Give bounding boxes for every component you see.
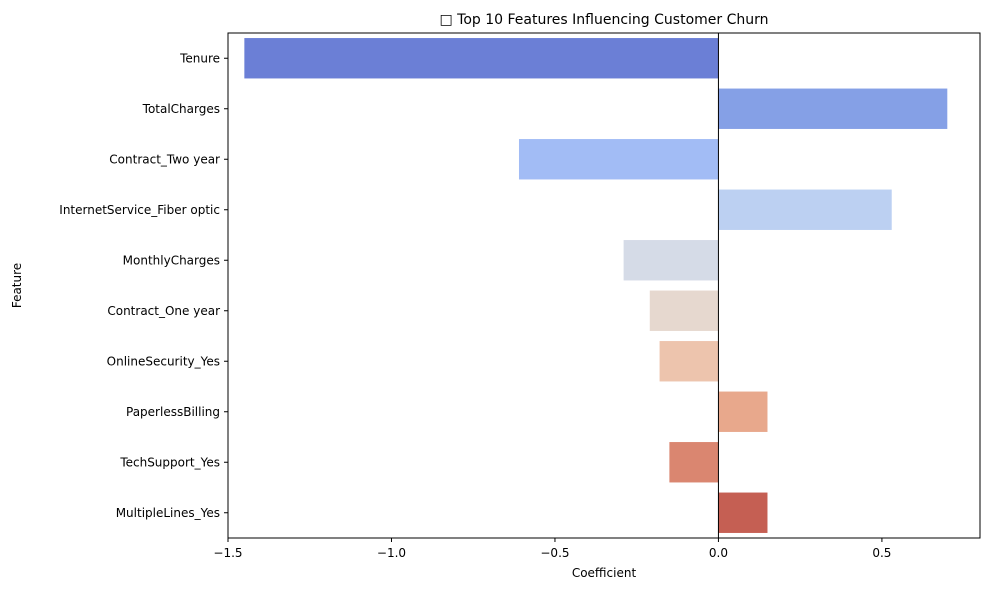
y-tick-label: MultipleLines_Yes <box>116 506 220 520</box>
x-tick-label: 0.0 <box>709 546 728 560</box>
bar-totalcharges <box>718 88 948 129</box>
x-tick-label: 0.5 <box>872 546 891 560</box>
bar-contract-two-year <box>518 139 719 180</box>
bars-layer <box>244 38 948 533</box>
ticks-layer: Tenure TotalCharges Contract_Two year Inter… <box>59 51 891 560</box>
bar-techsupport-yes <box>669 442 719 483</box>
x-tick-label: −1.0 <box>377 546 406 560</box>
bar-multiplelines-yes <box>718 492 768 533</box>
bar-monthlycharges <box>623 240 719 281</box>
y-tick-label: Contract_One year <box>107 304 220 318</box>
y-axis-title: Feature <box>10 263 24 308</box>
x-axis-title: Coefficient <box>572 566 637 580</box>
x-tick-label: −1.5 <box>213 546 242 560</box>
bar-contract-one-year <box>649 290 719 331</box>
y-tick-label: Tenure <box>179 51 220 65</box>
y-tick-label: InternetService_Fiber optic <box>59 203 220 217</box>
plot-frame <box>227 32 981 539</box>
y-tick-label: Contract_Two year <box>109 152 220 166</box>
bar-paperlessbilling <box>718 391 768 432</box>
x-tick-label: −0.5 <box>540 546 569 560</box>
y-tick-label: TotalCharges <box>142 102 220 116</box>
chart-title: □ Top 10 Features Influencing Customer C… <box>440 12 769 28</box>
y-tick-label: OnlineSecurity_Yes <box>107 354 220 368</box>
bar-internetservice-fiber-optic <box>718 189 892 230</box>
y-tick-label: PaperlessBilling <box>126 405 220 419</box>
bar-tenure <box>244 38 719 79</box>
bar-onlinesecurity-yes <box>659 341 719 382</box>
y-tick-label: TechSupport_Yes <box>119 455 220 469</box>
y-tick-label: MonthlyCharges <box>123 253 220 267</box>
